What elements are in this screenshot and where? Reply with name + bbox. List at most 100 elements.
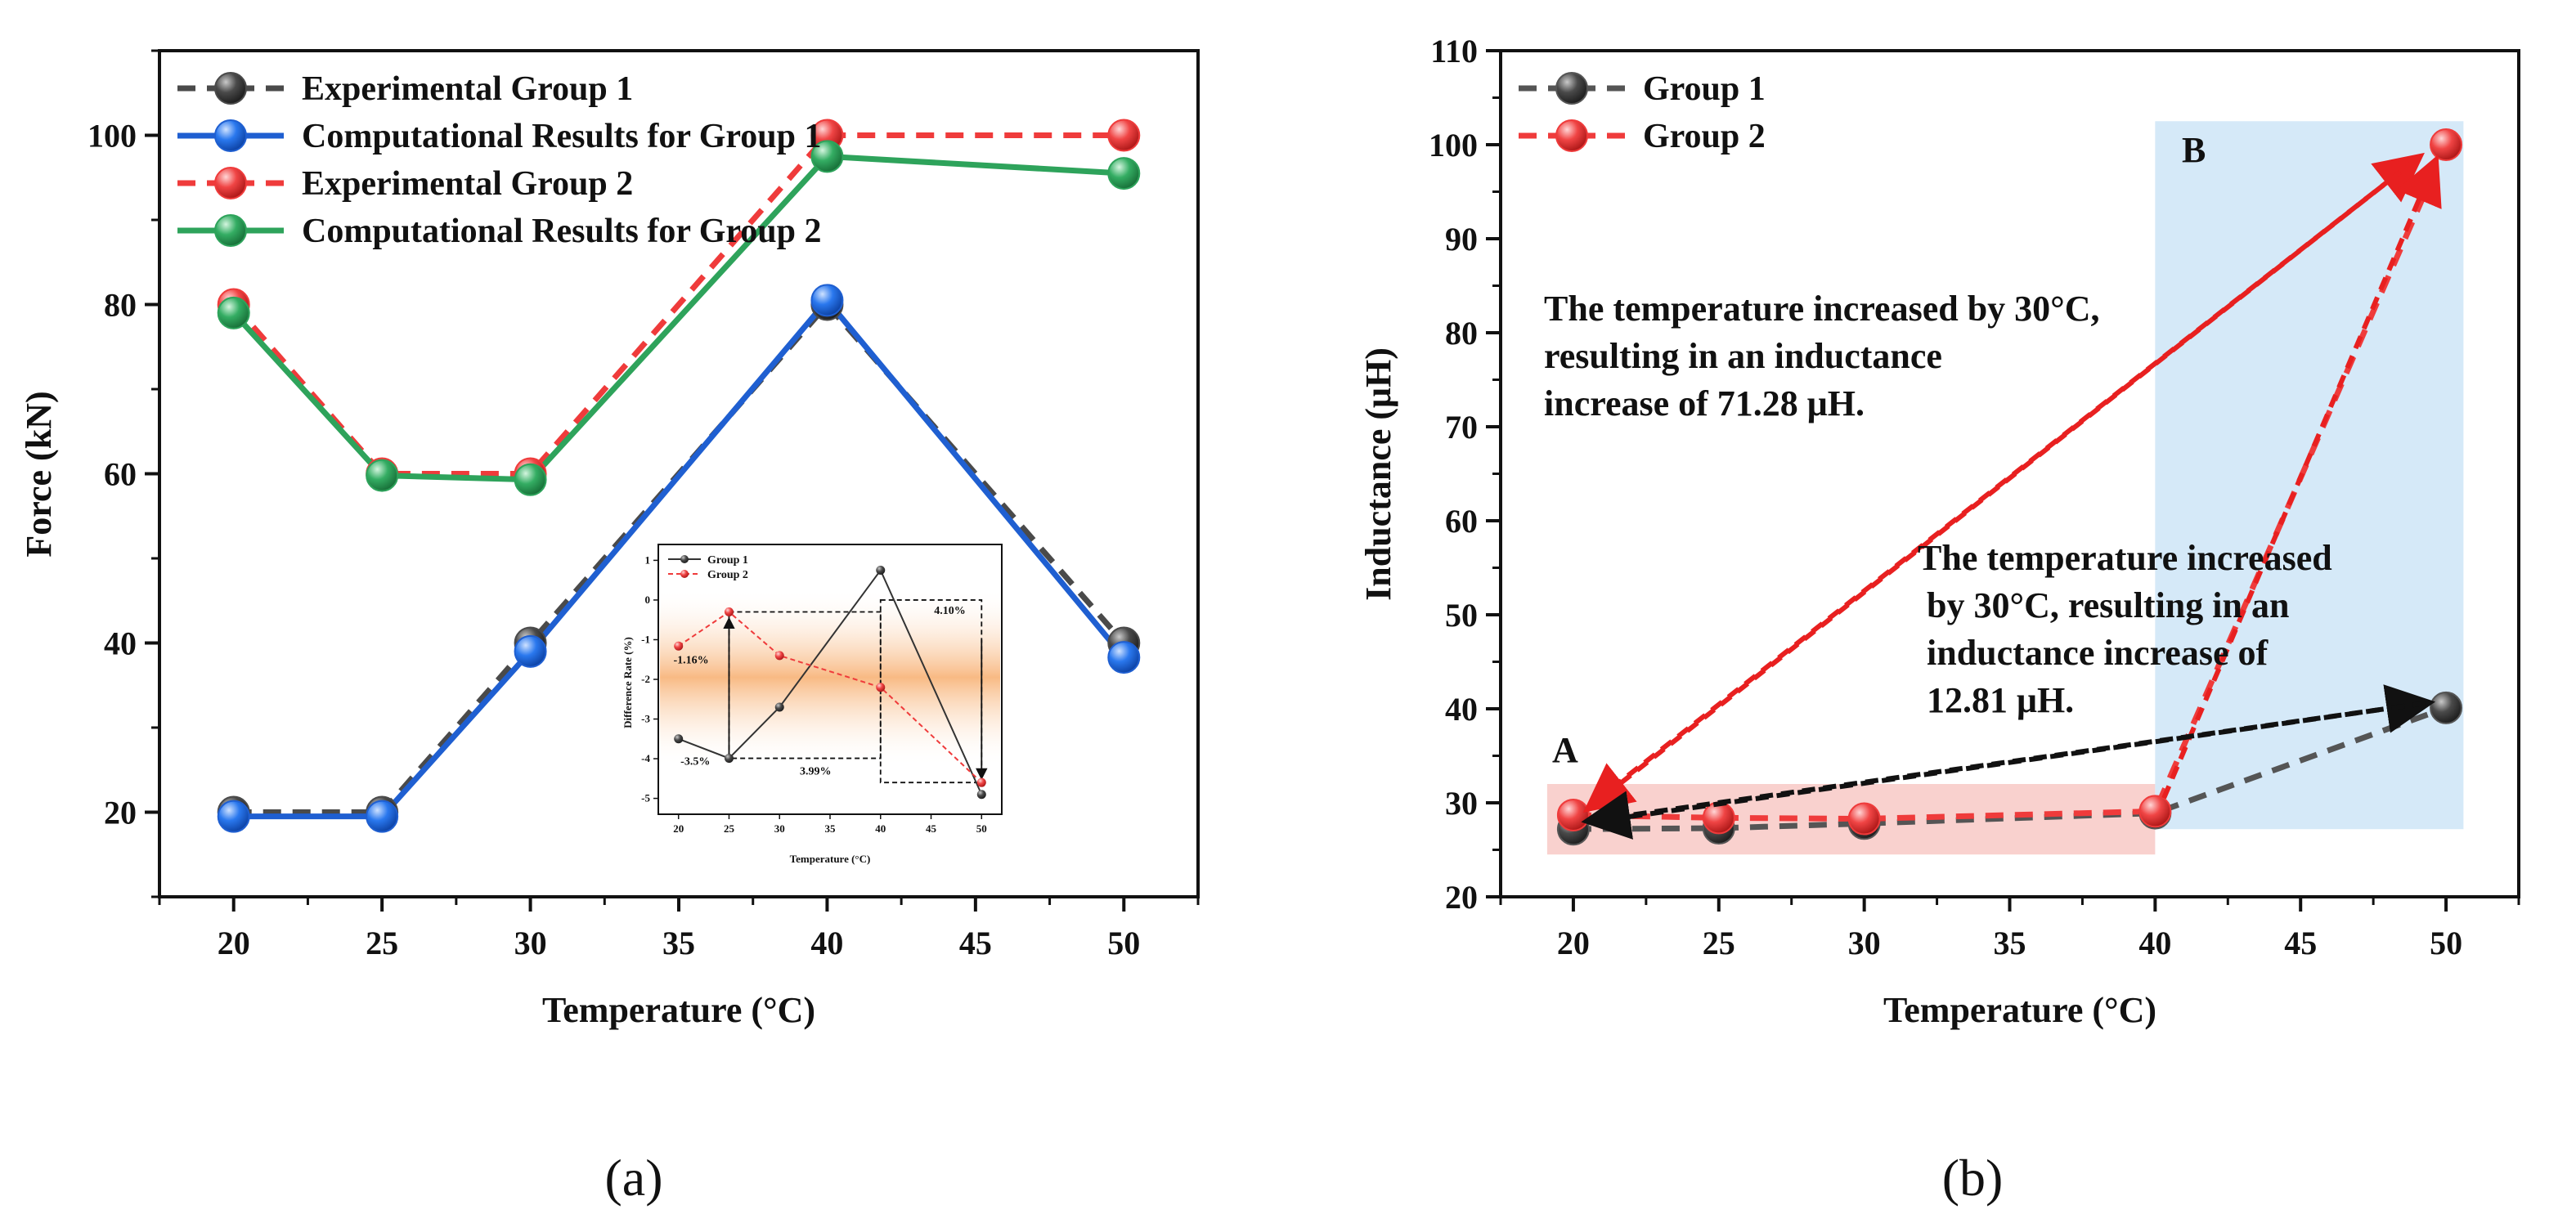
panel-b-y-tick-label-100: 100 [1429,127,1478,164]
panel-a-series-computational-results-for-group-2-point [217,296,250,329]
inset-legend-label-0: Group 1 [707,554,748,567]
panel-a-x-tick-label-35: 35 [662,925,695,961]
annotation-black-line-2: by 30°C, resulting in an [1918,585,2289,625]
annotation-black-line-4: 12.81 μH. [1918,680,2074,720]
panel-b-y-tick-label-80: 80 [1445,315,1478,352]
panel-a-x-tick-label-30: 30 [514,925,547,961]
inset-x-tick-label-40: 40 [875,822,886,835]
panel-a-x-tick-label-45: 45 [959,925,992,961]
panel-a-legend-marker-3 [214,214,247,247]
panel-a-legend-marker-2 [214,167,247,199]
panel-b-series-group-2-point [2430,128,2463,161]
panel-b-y-tick-label-110: 110 [1430,33,1478,69]
panel-b-series-group-1-line [1573,705,2448,832]
panel-b-x-tick-label-40: 40 [2138,925,2171,961]
inset-y-tick-label--2: -2 [641,673,650,685]
region-b-highlight [2155,121,2464,830]
panel-b-x-tick-label-50: 50 [2430,925,2462,961]
panel-b: 20 25 30 35 40 45 50 20 30 40 50 60 70 80 90 100 110 Ind… [1358,33,2520,1207]
panel-a: 20 25 30 35 40 45 50 20 40 60 80 100 Force (kN) Tem… [19,49,1200,1207]
panel-b-legend-label-0: Group 1 [1643,70,1766,108]
panel-b-series-group-1-point [2430,691,2463,724]
panel-b-series-group-2-point [2138,795,2172,828]
panel-b-series-group-2-point [1702,801,1735,835]
panel-b-y-tick-label-20: 20 [1445,879,1478,916]
panel-b-series-group-2-line [1573,143,2449,822]
annotation-black-line-1: The temperature increased [1918,538,2332,578]
panel-a-legend-marker-1 [214,119,247,152]
panel-a-series-computational-results-for-group-2-point [1107,157,1141,190]
inset-y-tick-label--1: -1 [641,633,650,645]
inset-series-group-2-point [674,641,684,651]
panel-a-ticks: 20 25 30 35 40 45 50 20 40 60 80 100 [88,49,1200,961]
panel-b-y-tick-label-30: 30 [1445,785,1478,822]
panel-a-legend-marker-0 [214,72,247,105]
panel-b-legend-label-1: Group 2 [1643,118,1766,155]
panel-b-y-tick-label-90: 90 [1445,221,1478,258]
inset-annotation-3: 4.10% [934,605,966,617]
panel-b-series-group-2-point [1556,798,1590,831]
inset-y-tick-label-1: 1 [645,553,651,566]
inset-y-tick-label--3: -3 [641,713,650,725]
panel-a-series-experimental-group-2-point [1107,119,1141,152]
panel-a-series-computational-results-for-group-2-line [231,153,1124,483]
annotation-red-line-1: The temperature increased by 30°C, [1544,289,2100,329]
inset-y-tick-label-0: 0 [645,594,651,606]
inset-legend-marker-1 [680,570,689,578]
panel-a-x-tick-label-50: 50 [1107,925,1140,961]
inset-series-group-1-point [774,702,784,712]
inset-series-group-2-point [774,651,784,661]
panel-b-legend-marker-1 [1555,119,1588,152]
inset-legend-label-1: Group 2 [707,569,748,581]
panel-a-y-tick-label-20: 20 [104,795,137,831]
panel-b-x-axis-title: Temperature (°C) [1883,990,2156,1030]
panel-b-legend: Group 1 Group 2 [1519,70,1766,155]
panel-b-marks [1556,128,2463,846]
region-label-b: B [2182,130,2206,170]
panel-a-marks [217,119,1141,833]
inset-highlight-band [660,588,1000,767]
panel-a-legend-label-1: Computational Results for Group 1 [302,118,822,155]
panel-a-y-axis-title: Force (kN) [19,391,59,557]
panel-b-y-tick-label-40: 40 [1445,691,1478,728]
inset-series-group-1-point [976,790,986,800]
inset-series-group-1-point [876,566,886,576]
inset-x-tick-label-45: 45 [926,822,937,835]
panel-b-y-axis-title: Inductance (μH) [1358,347,1398,601]
panel-a-series-computational-results-for-group-2-point [810,140,844,173]
annotation-black: The temperature increased by 30°C, resul… [1918,538,2332,720]
inset-series-group-2-line [678,611,982,783]
panel-a-x-tick-label-25: 25 [366,925,398,961]
inset-legend-marker-0 [680,555,689,563]
inset-series-group-2-point [976,777,986,787]
panel-a-series-computational-results-for-group-2-point [366,459,399,492]
inset-y-axis-title: Difference Rate (%) [622,637,634,728]
inset-x-tick-label-35: 35 [825,822,837,835]
panel-b-series-group-2-point [1847,802,1881,836]
panel-a-y-tick-label-80: 80 [104,287,137,324]
panel-b-y-tick-label-70: 70 [1445,409,1478,446]
annotation-red-line-2: resulting in an inductance [1544,336,1942,376]
panel-b-x-tick-label-45: 45 [2284,925,2317,961]
inset-series-group-1-point [674,734,684,744]
inset-x-tick-label-25: 25 [724,822,735,835]
panel-a-label: (a) [604,1149,662,1207]
panel-a-series-computational-results-for-group-1-point [514,634,547,668]
inset-marks: 20 25 30 35 40 45 50 1 0 -1 -2 -3 -4 -5 Group 1 Group 2… [641,553,1000,835]
panel-a-x-axis-title: Temperature (°C) [542,990,815,1030]
inset-x-tick-label-30: 30 [774,822,785,835]
inset-annotation-2: 3.99% [800,765,832,777]
panel-b-x-tick-label-30: 30 [1848,925,1881,961]
panel-b-y-tick-label-60: 60 [1445,503,1478,540]
panel-b-x-tick-label-20: 20 [1557,925,1590,961]
panel-a-series-computational-results-for-group-1-point [366,800,399,833]
panel-b-y-tick-label-50: 50 [1445,597,1478,634]
inset-x-axis-title: Temperature (°C) [790,853,871,865]
panel-a-legend-label-3: Computational Results for Group 2 [302,213,822,250]
panel-b-label: (b) [1942,1149,2004,1207]
panel-a-series-computational-results-for-group-2-point [514,463,547,496]
inset-series-group-2-point [724,607,734,616]
panel-a-series-computational-results-for-group-1-point [810,284,844,317]
annotation-black-line-3: inductance increase of [1918,633,2269,673]
